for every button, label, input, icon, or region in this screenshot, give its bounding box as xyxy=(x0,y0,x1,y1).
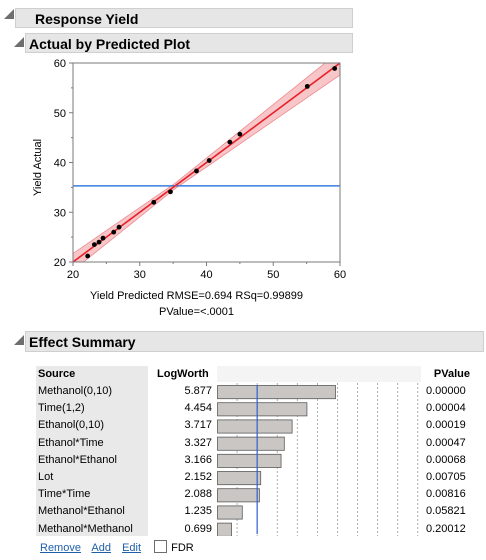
effect-section-header[interactable]: Effect Summary xyxy=(25,331,484,352)
data-point xyxy=(100,235,106,241)
data-point xyxy=(206,158,212,163)
effect-pvalue: 0.00816 xyxy=(426,488,466,501)
effect-logworth: 4.454 xyxy=(184,402,212,415)
data-point xyxy=(194,168,199,174)
effect-pvalue: 0.00705 xyxy=(426,471,466,483)
report-title: Response Yield xyxy=(35,11,139,27)
fdr-label: FDR xyxy=(171,542,194,554)
logworth-bar xyxy=(217,385,336,400)
data-point xyxy=(168,189,173,195)
effect-source[interactable]: Methanol*Methanol xyxy=(38,522,133,535)
x-tick-label: 30 xyxy=(134,269,146,281)
remove-link[interactable]: Remove xyxy=(40,542,81,554)
effect-pvalue: 0.00019 xyxy=(426,419,466,432)
edit-link[interactable]: Edit xyxy=(122,542,142,554)
plot-section-title: Actual by Predicted Plot xyxy=(29,36,191,52)
effect-source[interactable]: Ethanol(0,10) xyxy=(38,419,105,432)
logworth-bar xyxy=(217,419,293,434)
source-column: Source xyxy=(36,366,148,536)
logworth-bar-chart xyxy=(217,366,421,536)
effect-logworth: 5.877 xyxy=(184,385,212,397)
y-axis-label: Yield Actual xyxy=(32,139,44,196)
effect-logworth: 2.152 xyxy=(184,471,212,483)
effect-pvalue: 0.00004 xyxy=(426,402,466,415)
effect-pvalue: 0.00047 xyxy=(426,436,466,449)
logworth-header[interactable]: LogWorth xyxy=(157,368,209,380)
y-tick-label: 60 xyxy=(54,58,66,70)
effect-section-title: Effect Summary xyxy=(29,334,136,350)
data-point xyxy=(304,83,310,89)
x-tick-label: 20 xyxy=(67,269,79,281)
report-header: Response Yield xyxy=(15,8,353,28)
data-point xyxy=(227,139,233,145)
disclosure-icon[interactable] xyxy=(4,9,14,19)
x-tick-label: 60 xyxy=(334,269,346,281)
logworth-bar xyxy=(217,522,232,536)
logworth-bar xyxy=(217,471,262,486)
x-tick-label: 50 xyxy=(267,269,279,281)
data-point xyxy=(111,229,117,235)
effect-logworth: 3.717 xyxy=(184,419,212,432)
data-point xyxy=(332,66,338,71)
y-tick-label: 20 xyxy=(54,257,66,269)
x-axis-label: Yield Predicted RMSE=0.694 RSq=0.99899 xyxy=(90,290,303,302)
effect-logworth: 2.088 xyxy=(184,488,212,501)
add-link[interactable]: Add xyxy=(91,542,111,554)
disclosure-icon[interactable] xyxy=(14,335,24,345)
data-point xyxy=(116,224,122,230)
effect-source[interactable]: Lot xyxy=(38,471,54,483)
effect-logworth: 3.166 xyxy=(184,453,212,466)
effect-pvalue: 0.00068 xyxy=(426,453,466,466)
y-tick-label: 30 xyxy=(54,207,66,219)
pvalue-column: PValue xyxy=(422,366,472,536)
effect-actions: Remove Add Edit FDR xyxy=(40,540,194,554)
pvalue-header[interactable]: PValue xyxy=(433,368,470,380)
effect-source[interactable]: Ethanol*Time xyxy=(38,436,104,449)
effect-summary-table: Source LogWorth PValue Methanol(0,10) 5.8… xyxy=(36,366,472,536)
data-point xyxy=(91,242,97,247)
effect-logworth: 3.327 xyxy=(184,436,212,449)
logworth-bar xyxy=(217,402,308,417)
actual-by-predicted-plot: 20 30 40 50 60 20 30 40 50 60 Yield Actual Yield Pr… xyxy=(32,58,346,318)
source-header[interactable]: Source xyxy=(38,368,76,380)
logworth-bar xyxy=(217,453,282,468)
data-point xyxy=(96,239,102,245)
plot-content xyxy=(73,63,340,262)
disclosure-icon[interactable] xyxy=(14,37,24,47)
fit-pvalue-label: PValue=<.0001 xyxy=(159,306,234,318)
fdr-checkbox[interactable] xyxy=(154,540,168,553)
data-point xyxy=(85,253,91,259)
x-tick-label: 40 xyxy=(200,269,212,281)
plot-section-header[interactable]: Actual by Predicted Plot xyxy=(25,33,353,53)
data-point xyxy=(237,131,243,137)
effect-pvalue: 0.00000 xyxy=(426,385,466,397)
bar-header xyxy=(217,366,421,382)
effect-pvalue: 0.05821 xyxy=(426,505,466,518)
effect-logworth: 0.699 xyxy=(184,522,212,535)
effect-pvalue: 0.20012 xyxy=(426,522,466,535)
data-point xyxy=(151,199,157,205)
effect-source[interactable]: Time*Time xyxy=(38,488,91,501)
y-tick-label: 50 xyxy=(54,108,66,120)
logworth-column: LogWorth xyxy=(151,366,216,536)
y-tick-label: 40 xyxy=(54,158,66,170)
effect-source[interactable]: Ethanol*Ethanol xyxy=(38,453,117,466)
effect-source[interactable]: Methanol(0,10) xyxy=(38,385,112,397)
effect-source[interactable]: Time(1,2) xyxy=(38,402,85,415)
logworth-bar xyxy=(217,505,243,520)
logworth-bar xyxy=(217,436,285,451)
effect-source[interactable]: Methanol*Ethanol xyxy=(38,505,125,518)
logworth-bar xyxy=(217,488,260,503)
effect-logworth: 1.235 xyxy=(184,505,212,518)
